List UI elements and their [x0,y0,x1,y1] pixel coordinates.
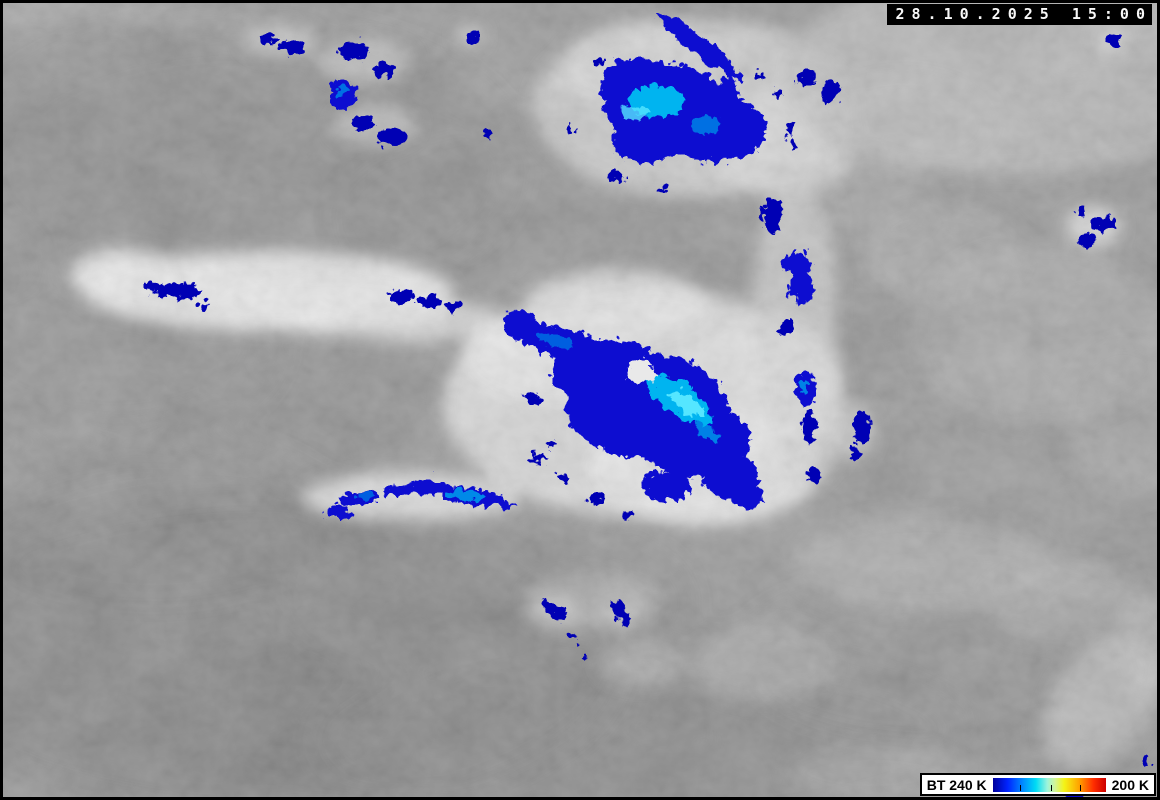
cell-cluster-topleft [256,28,489,144]
cell-band-left [142,278,206,307]
satellite-cloud-scene [3,3,1157,797]
cell-pair-right-edge [1073,205,1111,244]
colorbar-tick [1019,784,1021,791]
cell-pair-bottomcenter [537,597,627,655]
cell-system-topcenter [564,8,837,192]
colorbar-legend: BT 240 K 200 K [919,773,1156,796]
legend-min-label: BT 240 K [926,776,987,793]
colorbar-tick [1079,784,1081,791]
cell-chain-right [760,193,867,482]
colorbar-tick [1051,784,1053,791]
convective-cells-layer [142,8,1149,793]
colorbar-gradient [992,777,1106,792]
legend-max-label: 200 K [1111,776,1149,793]
cell-streak-bottomleft [322,477,511,515]
timestamp-overlay: 28.10.2025 15:00 [886,4,1152,25]
cell-system-central [499,306,759,515]
cell-chain-center-left [385,286,460,309]
